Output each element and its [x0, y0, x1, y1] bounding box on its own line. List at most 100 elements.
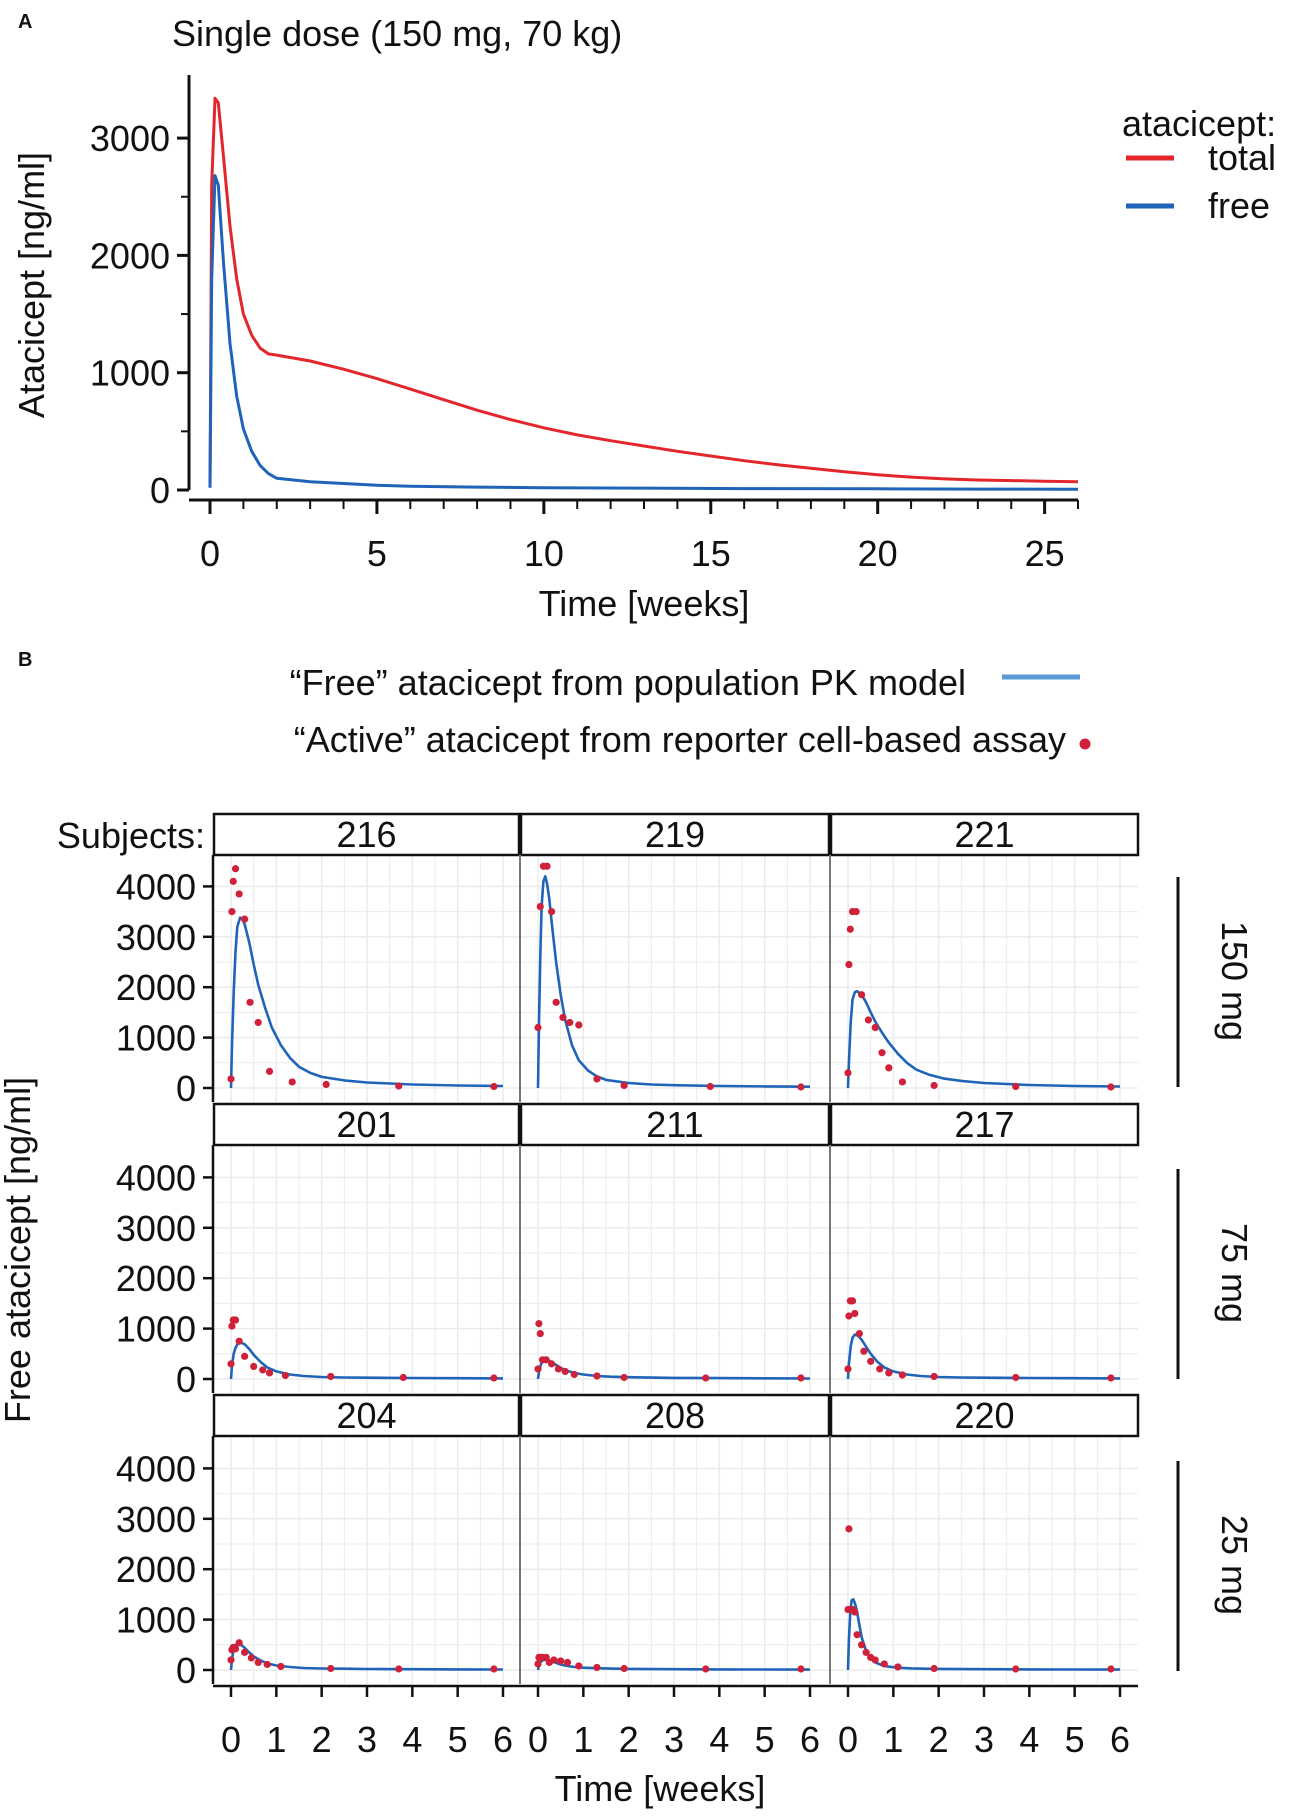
- facet-active-point: [535, 1319, 543, 1328]
- panel-a-x-axis-title: Time [weeks]: [539, 583, 750, 624]
- facet-active-point: [898, 1078, 907, 1086]
- facet-active-point: [878, 1049, 886, 1057]
- facet-active-point: [570, 1370, 578, 1379]
- facet-active-point: [241, 1352, 249, 1360]
- facet-active-point: [797, 1374, 805, 1382]
- panel-b-y-tick-label: 4000: [116, 1157, 196, 1198]
- panel-a-y-tick-label: 2000: [90, 235, 170, 276]
- facet-active-point: [930, 1081, 938, 1090]
- facet-model-line: [229, 916, 504, 1089]
- panel-b-x-tick-label: 5: [755, 1719, 775, 1760]
- facet-active-point: [702, 1374, 710, 1382]
- facet-panel: 216: [212, 812, 521, 1102]
- facet-panel: 211: [519, 1102, 831, 1393]
- panel-b-x-axis-title: Time [weeks]: [555, 1768, 766, 1809]
- facet-active-point: [563, 1658, 572, 1667]
- panel-a-legend-title: atacicept:: [1122, 103, 1276, 144]
- facet-strip: [212, 1393, 521, 1438]
- facet-active-point: [263, 1660, 271, 1669]
- panel-b-y-tick-label: 2000: [116, 1258, 196, 1299]
- facet-active-point: [557, 1657, 565, 1665]
- facet-active-point: [536, 902, 544, 911]
- facet-active-point: [1107, 1665, 1115, 1673]
- facet-active-point: [1012, 1082, 1020, 1091]
- facet-active-point: [845, 1525, 853, 1533]
- facet-active-point: [706, 1082, 714, 1091]
- facet-strip-label: 216: [336, 814, 396, 855]
- facet-active-point: [1107, 1083, 1115, 1091]
- panel-b-x-tick-label: 4: [709, 1719, 729, 1760]
- facet-panel: 208: [519, 1393, 831, 1684]
- panel-a-y-tick-label: 3000: [90, 118, 170, 159]
- facet-active-point: [327, 1372, 335, 1381]
- panel-a-x-tick-label: 25: [1025, 533, 1065, 574]
- facet-active-point: [490, 1374, 498, 1382]
- facet-strip-label: 211: [646, 1104, 703, 1145]
- facet-active-point: [231, 865, 240, 873]
- panel-b-y-tick-label: 0: [176, 1068, 196, 1109]
- facet-active-point: [265, 1067, 274, 1075]
- facet-strip: [519, 1102, 831, 1147]
- panel-b-x-tick-label: 1: [883, 1719, 903, 1760]
- facet-panel: 220: [829, 1393, 1140, 1684]
- facet-panel: 221: [829, 812, 1140, 1102]
- facet-active-point: [876, 1365, 884, 1373]
- panel-b-row: 201 211 217 0 1000 2000 3000 4000 75 mg: [116, 1102, 1255, 1400]
- facet-active-point: [930, 1664, 938, 1673]
- panel-a-x-tick-label: 5: [367, 533, 387, 574]
- facet-active-point: [543, 862, 551, 870]
- facet-active-point: [797, 1665, 805, 1673]
- facet-strip: [829, 812, 1140, 857]
- facet-active-point: [593, 1372, 601, 1380]
- panel-b-y-tick-label: 0: [176, 1650, 196, 1691]
- panel-b-strip-title: Subjects:: [57, 815, 205, 856]
- facet-model-line: [846, 989, 1121, 1089]
- facet-strip-label: 208: [645, 1395, 705, 1436]
- facet-active-point: [227, 1656, 235, 1664]
- panel-b-x-tick-label: 3: [974, 1719, 994, 1760]
- panel-b-x-tick-label: 1: [266, 1719, 286, 1760]
- facet-active-point: [864, 1016, 873, 1024]
- panel-b-x-tick-label: 2: [312, 1719, 332, 1760]
- facet-active-point: [846, 925, 854, 933]
- facet-active-point: [620, 1081, 628, 1090]
- facet-active-point: [227, 1075, 235, 1083]
- panel-a-x-tick-label: 10: [524, 533, 564, 574]
- facet-active-point: [871, 1656, 879, 1664]
- panel-b-row: 204 208 220 0 1000 2000 3000 4000 25 mg: [116, 1393, 1255, 1691]
- panel-b-dose-label: 75 mg: [1214, 1223, 1255, 1323]
- panel-b-y-tick-label: 1000: [116, 1600, 196, 1641]
- facet-active-point: [241, 1648, 249, 1656]
- facet-strip-label: 204: [336, 1395, 396, 1436]
- panel-b-legend-active-label: “Active” atacicept from reporter cell-ba…: [294, 719, 1066, 760]
- facet-active-point: [395, 1665, 403, 1673]
- facet-active-point: [552, 998, 560, 1006]
- facet-active-point: [231, 1316, 240, 1324]
- facet-active-point: [852, 908, 860, 916]
- facet-strip: [212, 812, 521, 857]
- panel-b-x-tick-label: 5: [448, 1719, 468, 1760]
- facet-active-point: [259, 1366, 267, 1374]
- panel-b-x-tick-label: 0: [838, 1719, 858, 1760]
- facet-active-point: [885, 1369, 893, 1377]
- facet-active-point: [593, 1663, 601, 1672]
- panel-b-y-tick-label: 3000: [116, 1208, 196, 1249]
- panel-b-x-tick-label: 2: [619, 1719, 639, 1760]
- facet-active-point: [395, 1082, 403, 1090]
- facet-panel: 219: [519, 812, 831, 1102]
- facet-active-point: [399, 1373, 407, 1382]
- facet-active-point: [228, 1322, 236, 1330]
- facet-active-point: [845, 960, 853, 969]
- panel-b-y-tick-label: 2000: [116, 1549, 196, 1590]
- panel-b-y-tick-label: 4000: [116, 1448, 196, 1489]
- panel-a-series-free: [208, 174, 1079, 491]
- panel-b-label: B: [18, 649, 32, 671]
- facet-active-point: [534, 1365, 542, 1373]
- panel-a-series-total: [208, 96, 1079, 487]
- panel-a-y-axis-title: Atacicept [ng/ml]: [11, 152, 52, 418]
- facet-active-point: [235, 1639, 243, 1647]
- facet-active-point: [235, 1337, 243, 1345]
- facet-strip-label: 217: [954, 1104, 1014, 1145]
- panel-b-dose-label: 25 mg: [1214, 1515, 1255, 1615]
